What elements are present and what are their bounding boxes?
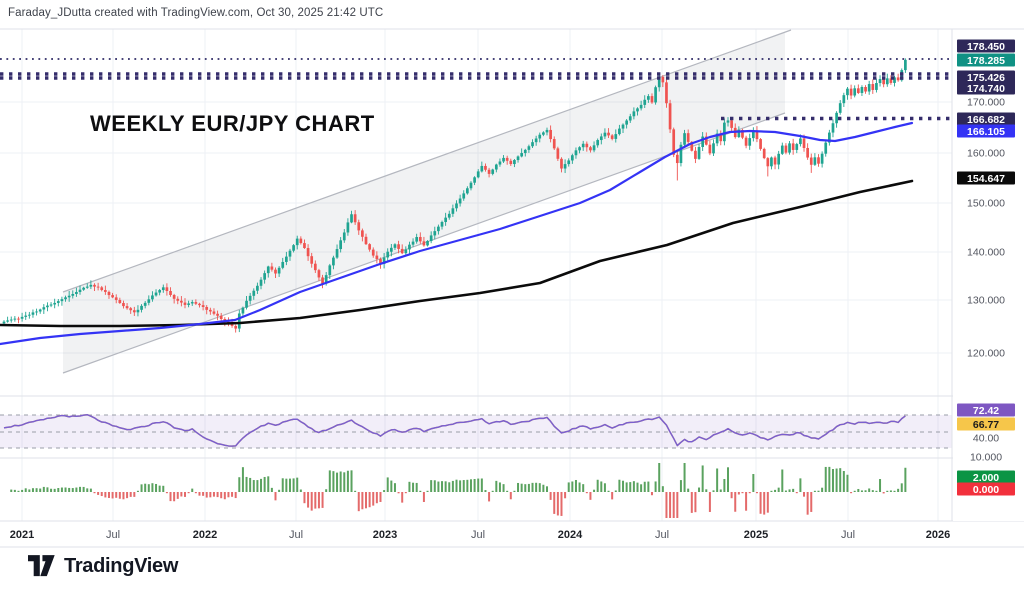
price-scale-label: 130.000 — [967, 295, 1005, 307]
price-badge — [957, 482, 1015, 496]
time-axis-label: Jul — [289, 529, 303, 541]
time-axis-label: 2026 — [926, 529, 950, 541]
time-axis-label: Jul — [655, 529, 669, 541]
price-badge-value: 66.77 — [973, 419, 999, 431]
price-badge — [957, 124, 1015, 138]
tradingview-logo-text: TradingView — [64, 554, 179, 577]
momentum-histogram-pane — [10, 463, 907, 518]
slow-ma-black — [0, 179, 914, 328]
price-badge-value: 178.285 — [967, 55, 1005, 67]
chart-watermark-title: WEEKLY EUR/JPY CHART — [90, 111, 375, 136]
chart-credit-text: Faraday_JDutta created with TradingView.… — [8, 7, 384, 19]
price-scale-label: 170.000 — [967, 97, 1005, 109]
fast-ma-blue — [0, 121, 914, 346]
price-scale: 170.000 160.000 150.000 140.000 130.000 120.0… — [953, 30, 1024, 521]
price-badge-value: 166.105 — [967, 126, 1005, 138]
price-scale-label: 160.000 — [967, 148, 1005, 160]
price-badge — [957, 70, 1015, 84]
price-badge-value: 2.000 — [973, 472, 999, 484]
price-badge — [957, 53, 1015, 67]
time-axis-label: Jul — [106, 529, 120, 541]
pane-dividers — [0, 28, 1024, 548]
support-resistance-levels — [0, 58, 952, 121]
price-chart-canvas[interactable]: 170.000 160.000 150.000 140.000 130.000 120.0… — [0, 0, 1024, 550]
price-scale-label: 140.000 — [967, 247, 1005, 259]
price-badge-value: 174.740 — [967, 83, 1005, 95]
price-badge — [957, 470, 1015, 484]
grid-layer — [0, 29, 952, 521]
price-badge-value: 154.647 — [967, 173, 1005, 185]
time-axis-label: 2024 — [558, 529, 583, 541]
tradingview-logo-icon — [28, 555, 55, 577]
time-axis-label: 2021 — [10, 529, 34, 541]
price-scale-label: 150.000 — [967, 198, 1005, 210]
price-badge — [957, 112, 1015, 126]
tradingview-logo[interactable]: TradingView — [28, 554, 178, 578]
price-badge — [957, 171, 1015, 185]
rsi-pane — [0, 413, 952, 449]
price-badge-value: 0.000 — [973, 484, 999, 496]
price-badge — [957, 39, 1015, 53]
price-scale-label: 120.000 — [967, 348, 1005, 360]
candles-layer — [2, 58, 907, 333]
price-badge-value: 175.426 — [967, 72, 1005, 84]
time-axis-label: 2025 — [744, 529, 768, 541]
trend-channel — [62, 29, 792, 374]
price-badge — [957, 81, 1015, 95]
price-scale-label: 40.00 — [973, 433, 999, 445]
price-scale-label: 10.000 — [970, 452, 1002, 464]
price-badge-value: 72.42 — [973, 405, 999, 417]
price-badge — [957, 403, 1015, 417]
time-axis-label: 2022 — [193, 529, 217, 541]
time-axis: 2021 Jul 2022 Jul 2023 Jul 2024 Jul 2025 Jul 2026 — [10, 529, 950, 541]
time-axis-label: Jul — [841, 529, 855, 541]
price-badge-value: 166.682 — [967, 114, 1005, 126]
rsi-line — [3, 413, 906, 447]
time-axis-label: 2023 — [373, 529, 397, 541]
time-axis-label: Jul — [471, 529, 485, 541]
price-badge — [957, 417, 1015, 431]
price-badge-value: 178.450 — [967, 41, 1005, 53]
